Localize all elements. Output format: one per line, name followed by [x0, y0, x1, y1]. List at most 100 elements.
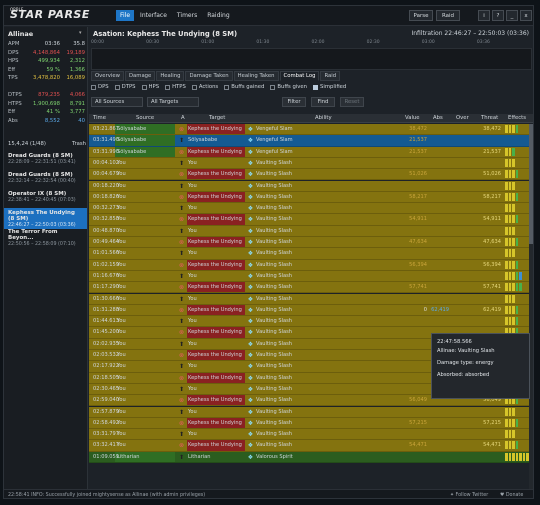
effect-icon[interactable]: [508, 328, 511, 337]
effect-icon[interactable]: [505, 317, 508, 326]
effect-icon[interactable]: [512, 147, 515, 156]
effect-icon[interactable]: [505, 125, 508, 133]
effect-icon[interactable]: [505, 158, 508, 167]
effect-icon[interactable]: [515, 441, 518, 450]
timeline-scrubber[interactable]: [91, 48, 532, 70]
effect-icon[interactable]: [505, 147, 508, 156]
effect-icon[interactable]: [508, 441, 511, 450]
table-row[interactable]: 01:30.666 You ⬆ You ❖ Vaulting Slash: [89, 293, 533, 305]
effect-icon[interactable]: [505, 249, 508, 258]
checkbox-icon[interactable]: [165, 84, 171, 90]
table-row[interactable]: 02:57.879 You ⬆ You ❖ Vaulting Slash: [89, 406, 533, 418]
effect-icon[interactable]: [512, 441, 515, 450]
effect-icon[interactable]: [505, 271, 508, 280]
trash-toggle[interactable]: Trash: [72, 141, 86, 147]
menu-interface[interactable]: Interface: [140, 12, 167, 19]
effect-icon[interactable]: [512, 305, 515, 314]
checkbox-icon[interactable]: [141, 84, 147, 90]
target-select[interactable]: All Targets: [147, 97, 199, 107]
effect-icon[interactable]: [526, 452, 529, 461]
effect-icon[interactable]: [512, 260, 515, 269]
col-time[interactable]: Time: [93, 115, 106, 121]
col-ability[interactable]: Ability: [315, 115, 332, 121]
encounter-item[interactable]: Dread Guards (8 SM) 22:28:09 – 22:31:51 (…: [4, 151, 87, 172]
effects-cell[interactable]: [505, 271, 522, 280]
col-value[interactable]: Value: [405, 115, 420, 121]
table-row[interactable]: 01:45.200 You ⊗ Kephess the Undying ❖ Vaultin…: [89, 327, 533, 339]
effect-icon[interactable]: [508, 181, 511, 190]
table-row[interactable]: 01:16.676 You ⬆ You ❖ Vaulting Slash: [89, 270, 533, 283]
effects-cell[interactable]: [505, 328, 518, 337]
effect-icon[interactable]: [508, 158, 511, 167]
table-row[interactable]: 00:49.464 You ⊗ Kephess the Undying ❖ Vaultin…: [89, 237, 533, 249]
filter-checkbox[interactable]: Simplified: [313, 84, 346, 90]
effect-icon[interactable]: [515, 317, 518, 326]
effect-icon[interactable]: [508, 226, 511, 235]
effect-icon[interactable]: [512, 283, 515, 292]
effect-icon[interactable]: [508, 452, 511, 461]
effects-cell[interactable]: [505, 396, 518, 405]
tab-healing-taken[interactable]: Healing Taken: [233, 71, 279, 81]
effect-icon[interactable]: [508, 294, 511, 303]
effect-icon[interactable]: [505, 181, 508, 190]
col-source[interactable]: Source: [136, 115, 155, 121]
effects-cell[interactable]: [505, 147, 515, 156]
table-row[interactable]: 03:21.867 Sölysababe ⊗ Kephess the Undying ❖…: [89, 124, 533, 136]
effects-cell[interactable]: [505, 226, 515, 235]
effects-cell[interactable]: [505, 125, 518, 133]
checkbox-icon[interactable]: [191, 84, 197, 90]
table-row[interactable]: 01:09.059 Litharian ⬆ Litharian ❖ Valorous Sp…: [89, 451, 533, 463]
effect-icon[interactable]: [515, 260, 518, 269]
col-target[interactable]: Target: [209, 115, 226, 121]
table-row[interactable]: 01:01.566 You ⬆ You ❖ Vaulting Slash: [89, 248, 533, 260]
filter-checkbox[interactable]: DTPS: [114, 84, 136, 90]
effect-icon[interactable]: [508, 418, 511, 427]
effect-icon[interactable]: [512, 192, 515, 201]
effect-icon[interactable]: [505, 305, 508, 314]
effect-icon[interactable]: [519, 283, 522, 292]
effect-icon[interactable]: [512, 226, 515, 235]
effect-icon[interactable]: [512, 407, 515, 416]
effect-icon[interactable]: [512, 249, 515, 258]
effect-icon[interactable]: [505, 170, 508, 179]
effect-icon[interactable]: [508, 147, 511, 156]
tab-combat-log[interactable]: Combat Log: [279, 71, 320, 81]
checkbox-checked-icon[interactable]: [313, 84, 319, 90]
table-row[interactable]: 03:31.490 Sölysababe ⬆ Sölysababe ❖ Vengeful …: [89, 135, 533, 147]
parse-button[interactable]: Parse: [409, 10, 433, 21]
encounter-item[interactable]: Dread Guards (8 SM) 22:32:14 – 22:32:54 (…: [4, 170, 87, 191]
effect-icon[interactable]: [512, 238, 515, 246]
raid-button[interactable]: Raid: [436, 10, 460, 21]
effect-icon[interactable]: [505, 215, 508, 224]
effect-icon[interactable]: [505, 294, 508, 303]
table-row[interactable]: 02:18.505 You ⊗ Kephess the Undying ❖ Vaultin…: [89, 372, 533, 384]
effects-cell[interactable]: [505, 317, 518, 326]
effect-icon[interactable]: [512, 317, 515, 326]
filter-checkbox[interactable]: HPS: [141, 84, 159, 90]
effect-icon[interactable]: [515, 271, 518, 280]
effect-icon[interactable]: [505, 452, 508, 461]
tab-damage[interactable]: Damage: [124, 71, 156, 81]
tab-healing[interactable]: Healing: [156, 71, 185, 81]
tab-damage-taken[interactable]: Damage Taken: [185, 71, 233, 81]
effect-icon[interactable]: [522, 452, 525, 461]
effect-icon[interactable]: [512, 125, 515, 133]
effect-icon[interactable]: [505, 441, 508, 450]
table-row[interactable]: 00:04.679 You ⊗ Kephess the Undying ❖ Vaultin…: [89, 169, 533, 181]
effect-icon[interactable]: [515, 396, 518, 405]
effects-cell[interactable]: [505, 181, 515, 190]
table-row[interactable]: 03:31.797 You ⬆ You ❖ Vaulting Slash: [89, 429, 533, 441]
filter-checkbox[interactable]: DPS: [91, 84, 109, 90]
effect-icon[interactable]: [515, 452, 518, 461]
effect-icon[interactable]: [515, 328, 518, 337]
reset-button[interactable]: Reset: [340, 97, 364, 107]
effect-icon[interactable]: [515, 418, 518, 427]
chevron-down-icon[interactable]: ▾: [79, 30, 82, 36]
col-threat[interactable]: Threat: [481, 115, 499, 121]
effects-cell[interactable]: [505, 294, 515, 303]
effects-cell[interactable]: [505, 305, 518, 314]
filter-checkbox[interactable]: Buffs gained: [224, 84, 264, 90]
help-button[interactable]: ?: [492, 10, 504, 21]
effect-icon[interactable]: [505, 328, 508, 337]
checkbox-icon[interactable]: [224, 84, 230, 90]
